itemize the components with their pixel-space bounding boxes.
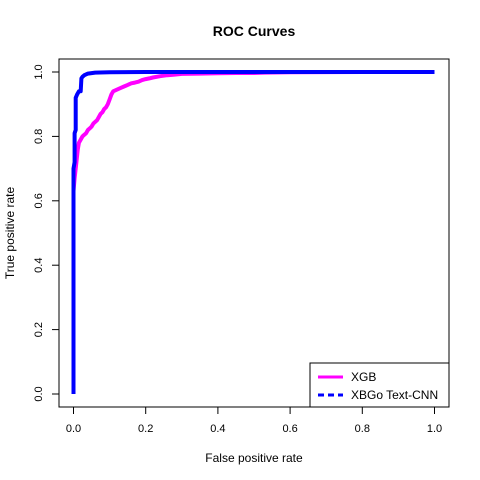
y-tick-label-4: 0.8	[33, 129, 45, 144]
y-tick-label-2: 0.4	[33, 258, 45, 273]
chart-title: ROC Curves	[213, 23, 296, 39]
x-axis: 0.0 0.2 0.4 0.6 0.8 1.0	[66, 406, 442, 435]
series-layer	[71, 70, 435, 394]
x-tick-label-2: 0.4	[210, 423, 225, 435]
legend-box	[309, 362, 450, 408]
series-line-0	[71, 70, 435, 394]
series-line-1	[71, 70, 435, 394]
x-tick-label-5: 1.0	[427, 423, 442, 435]
legend-label-xgb: XGB	[351, 370, 376, 384]
y-tick-label-5: 1.0	[33, 64, 45, 79]
x-tick-label-3: 0.6	[282, 423, 297, 435]
x-tick-label-0: 0.0	[66, 423, 81, 435]
x-tick-label-4: 0.8	[355, 423, 370, 435]
x-axis-label: False positive rate	[205, 451, 303, 465]
y-tick-label-1: 0.2	[33, 322, 45, 337]
legend: XGB XBGo Text-CNN	[309, 362, 450, 408]
y-tick-label-0: 0.0	[33, 386, 45, 401]
y-axis: 0.0 0.2 0.4 0.6 0.8 1.0	[33, 64, 60, 402]
legend-label-xbgo-text-cnn: XBGo Text-CNN	[351, 388, 438, 402]
y-axis-label: True positive rate	[3, 187, 17, 280]
y-tick-label-3: 0.6	[33, 193, 45, 208]
plot-frame	[58, 58, 450, 408]
x-tick-label-1: 0.2	[138, 423, 153, 435]
